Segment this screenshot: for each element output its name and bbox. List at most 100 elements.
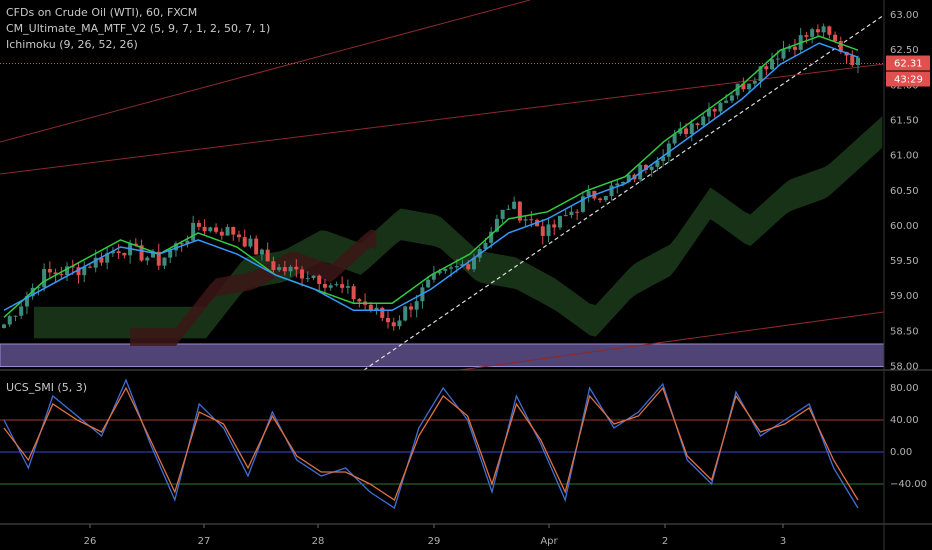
candle xyxy=(219,231,224,236)
candle xyxy=(368,304,373,310)
candle xyxy=(265,249,270,262)
oscillator-pane[interactable] xyxy=(0,378,884,510)
support-zone xyxy=(0,343,885,367)
ma-fast-line xyxy=(3,35,859,318)
candle xyxy=(649,166,654,170)
candle xyxy=(185,240,190,245)
candle xyxy=(523,219,528,221)
ma-slow-line xyxy=(3,42,859,312)
candle xyxy=(271,261,276,271)
time-tick-label: 2 xyxy=(662,536,668,547)
candle xyxy=(380,307,385,318)
candle xyxy=(288,266,293,272)
candle xyxy=(202,226,207,232)
candle xyxy=(208,227,213,232)
time-tick-label: 29 xyxy=(428,536,441,547)
candle xyxy=(466,264,471,270)
oscillator-tick-label: 40.00 xyxy=(890,415,919,426)
candle xyxy=(357,299,362,302)
ma-legend: CM_Ultimate_MA_MTF_V2 (5, 9, 7, 1, 2, 50… xyxy=(6,22,271,35)
candle xyxy=(300,269,305,279)
long-trend-line xyxy=(0,0,531,143)
price-tick-label: 60.50 xyxy=(890,186,919,197)
candle xyxy=(13,315,18,317)
long-trend-line xyxy=(0,63,885,175)
candle xyxy=(575,211,580,213)
candle xyxy=(850,55,855,65)
candle xyxy=(345,286,350,288)
candle xyxy=(821,26,826,33)
price-pane[interactable] xyxy=(0,0,885,371)
candle xyxy=(701,116,706,126)
candle xyxy=(162,257,167,266)
price-tick-label: 61.00 xyxy=(890,151,919,162)
last-price-label: 62.31 xyxy=(894,59,923,70)
candle xyxy=(42,269,47,288)
time-tick-label: 3 xyxy=(780,536,786,547)
last-price-tag xyxy=(886,55,930,71)
candle xyxy=(815,29,820,33)
candle xyxy=(116,251,121,253)
candle xyxy=(374,307,379,310)
oscillator-tick-label: 0.00 xyxy=(890,447,912,458)
candle xyxy=(609,185,614,197)
candle xyxy=(678,128,683,134)
candle xyxy=(718,102,723,112)
candle xyxy=(741,83,746,90)
candle xyxy=(386,317,391,323)
candle xyxy=(672,133,677,144)
candle xyxy=(19,306,24,316)
price-tick-label: 62.50 xyxy=(890,45,919,56)
candle xyxy=(775,58,780,60)
candle xyxy=(827,26,832,35)
candle xyxy=(82,266,87,276)
candle xyxy=(53,272,58,275)
candle xyxy=(552,224,557,228)
candle xyxy=(110,251,115,254)
signal-line xyxy=(3,386,859,501)
candle xyxy=(248,238,253,247)
candle xyxy=(454,265,459,268)
candle xyxy=(277,267,282,271)
candle xyxy=(311,275,316,279)
candle xyxy=(403,306,408,321)
candle xyxy=(758,66,763,82)
candle xyxy=(449,267,454,269)
candle xyxy=(397,320,402,327)
price-tick-label: 63.00 xyxy=(890,10,919,21)
candle xyxy=(139,245,144,261)
candle xyxy=(99,257,104,263)
time-tick-label: 28 xyxy=(312,536,325,547)
candle xyxy=(695,123,700,126)
candle xyxy=(598,198,603,201)
candle xyxy=(621,182,626,184)
candle xyxy=(328,285,333,288)
candle xyxy=(431,273,436,280)
candle xyxy=(105,253,110,263)
candle xyxy=(408,306,413,310)
candle xyxy=(781,48,786,59)
candle xyxy=(156,251,161,266)
price-tick-label: 58.50 xyxy=(890,326,919,337)
candle xyxy=(133,243,138,246)
candle xyxy=(128,243,133,256)
countdown-tag xyxy=(886,71,930,87)
candle xyxy=(317,275,322,284)
candle xyxy=(735,83,740,96)
candle xyxy=(294,266,299,270)
candle xyxy=(724,100,729,103)
candle xyxy=(603,196,608,201)
candle xyxy=(65,266,70,276)
candle xyxy=(856,57,860,65)
price-tick-label: 59.00 xyxy=(890,291,919,302)
candle xyxy=(191,222,196,241)
candle xyxy=(557,215,562,228)
candle xyxy=(179,243,184,245)
candle xyxy=(2,324,6,328)
candle xyxy=(59,274,64,276)
price-tick-label: 58.00 xyxy=(890,361,919,372)
candle xyxy=(563,215,568,217)
price-tick-label: 61.50 xyxy=(890,115,919,126)
candle xyxy=(655,160,660,167)
